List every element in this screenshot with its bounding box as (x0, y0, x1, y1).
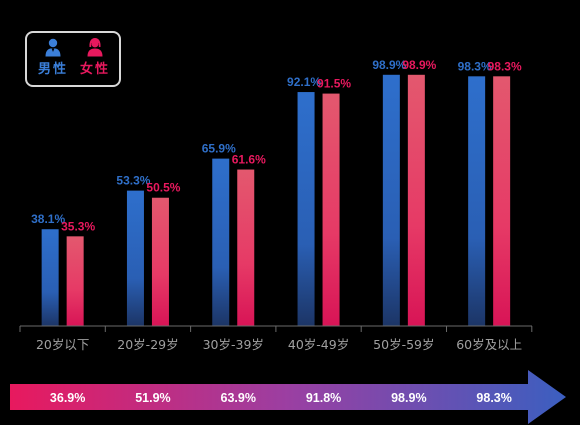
female-bar-4 (407, 74, 425, 326)
female-bar-3 (322, 93, 340, 326)
bars-group (41, 74, 511, 327)
female-bar-0 (66, 236, 84, 326)
male-data-label-0: 38.1% (31, 212, 65, 226)
total-label-2: 63.9% (221, 391, 256, 405)
female-data-label-0: 35.3% (61, 219, 95, 233)
male-bar-3 (297, 92, 315, 326)
legend-label-male: 男性 (37, 62, 68, 77)
x-tick-label-4: 50岁-59岁 (373, 337, 434, 352)
legend-item-female: 女性 (75, 37, 115, 77)
totals-group: 36.9% 51.9% 63.9% 91.8% 98.9% 98.3% (50, 391, 512, 405)
male-bar-2 (212, 158, 230, 326)
female-bar-5 (493, 76, 511, 327)
x-tick-label-1: 20岁-29岁 (117, 337, 178, 352)
total-label-1: 51.9% (135, 391, 170, 405)
male-data-label-1: 53.3% (116, 174, 150, 188)
female-data-label-4: 98.9% (402, 58, 436, 72)
total-label-0: 36.9% (50, 391, 85, 405)
x-tick-label-3: 40岁-49岁 (288, 337, 349, 352)
female-bar-2 (237, 169, 255, 326)
male-data-label-4: 98.9% (372, 58, 406, 72)
female-data-label-5: 98.3% (488, 59, 522, 73)
female-data-label-3: 91.5% (317, 77, 351, 91)
male-bar-1 (126, 190, 144, 326)
legend: 男性 女性 (25, 31, 121, 87)
x-tick-label-2: 30岁-39岁 (203, 337, 264, 352)
bar-labels-group: 38.1%35.3% 53.3%50.5% 65.9%61.6% 92.1%91.5%… (31, 58, 522, 234)
male-bar-5 (468, 76, 486, 327)
male-bar-4 (382, 74, 400, 326)
male-bar-0 (41, 229, 59, 326)
female-bar-1 (151, 197, 169, 326)
total-label-3: 91.8% (306, 391, 341, 405)
male-data-label-2: 65.9% (202, 142, 236, 156)
male-user-icon (45, 38, 61, 57)
total-label-4: 98.9% (391, 391, 426, 405)
female-data-label-2: 61.6% (232, 153, 266, 167)
female-data-label-1: 50.5% (146, 181, 180, 195)
x-labels-group: 20岁以下 20岁-29岁 30岁-39岁 40岁-49岁 50岁-59岁 60岁及以上 (36, 337, 522, 352)
male-data-label-5: 98.3% (458, 59, 492, 73)
male-data-label-3: 92.1% (287, 75, 321, 89)
trend-arrow (10, 370, 566, 424)
female-user-icon (87, 38, 103, 57)
legend-label-female: 女性 (79, 62, 110, 77)
x-ticks-group (19, 326, 533, 332)
x-tick-label-5: 60岁及以上 (456, 337, 522, 352)
legend-item-male: 男性 (33, 37, 73, 77)
total-label-5: 98.3% (476, 391, 511, 405)
x-tick-label-0: 20岁以下 (36, 337, 89, 352)
